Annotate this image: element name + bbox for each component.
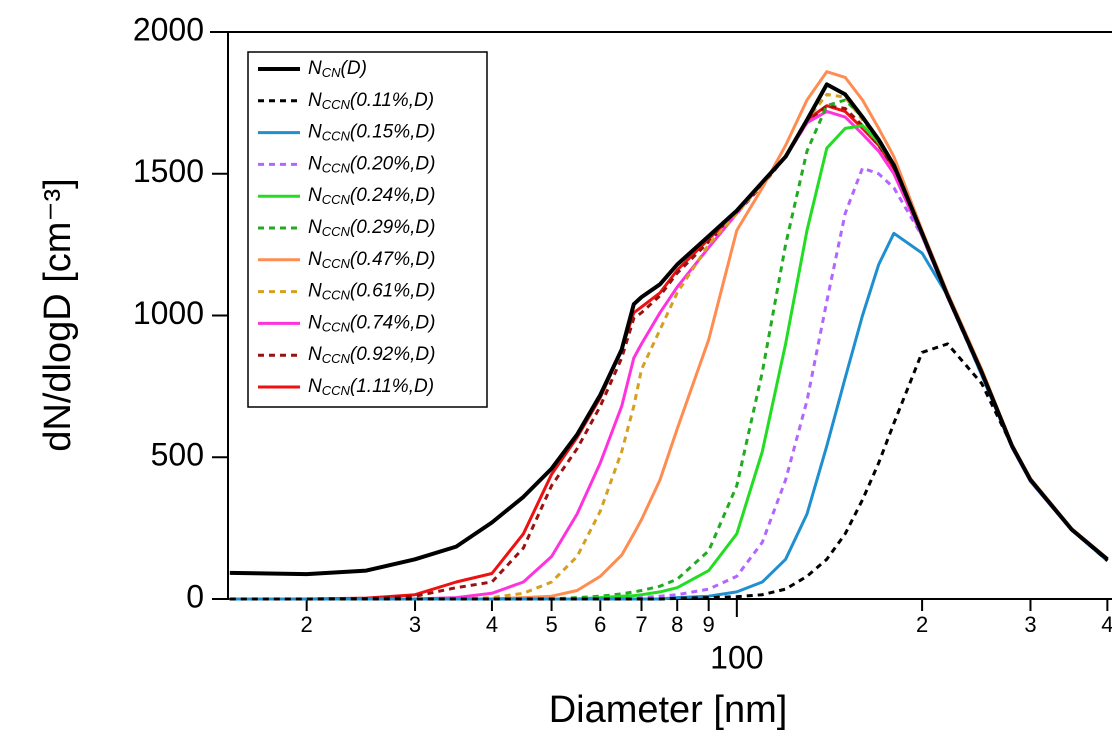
x-tick-label: 8 — [671, 612, 683, 637]
legend-label: NCCN(0.61%,D) — [308, 281, 435, 303]
legend-label: NCCN(0.29%,D) — [308, 217, 435, 239]
x-tick-label: 2 — [916, 612, 928, 637]
y-tick-label: 2000 — [133, 11, 204, 47]
legend-label: NCCN(0.15%,D) — [308, 122, 435, 144]
legend-label: NCCN(0.20%,D) — [308, 153, 435, 175]
legend-label: NCCN(0.11%,D) — [308, 90, 434, 112]
x-tick-label: 6 — [594, 612, 606, 637]
x-tick-label: 100 — [710, 639, 763, 675]
y-tick-label: 1500 — [133, 153, 204, 189]
x-axis-label: Diameter [nm] — [549, 689, 788, 731]
y-axis-label: dN/dlogD [cm⁻³] — [37, 178, 79, 451]
x-tick-label: 4 — [1101, 612, 1112, 637]
x-tick-label: 4 — [486, 612, 498, 637]
y-tick-label: 0 — [186, 578, 204, 614]
x-tick-label: 5 — [545, 612, 557, 637]
legend-label: NCCN(0.92%,D) — [308, 344, 435, 366]
legend-label: NCCN(0.47%,D) — [308, 249, 435, 271]
series-line — [229, 82, 1109, 577]
y-tick-label: 500 — [151, 437, 204, 473]
legend-box — [247, 51, 488, 408]
y-tick-label: 1000 — [133, 295, 204, 331]
x-tick-label: 3 — [409, 612, 421, 637]
x-tick-label: 7 — [635, 612, 647, 637]
x-tick-label: 3 — [1024, 612, 1036, 637]
legend-label: NCCN(1.11%,D) — [308, 376, 434, 398]
x-tick-label: 2 — [301, 612, 313, 637]
legend-label: NCCN(0.74%,D) — [308, 312, 435, 334]
legend-label: NCN(D) — [308, 58, 367, 80]
x-tick-label: 9 — [703, 612, 715, 637]
series-line — [229, 342, 1109, 601]
legend-label: NCCN(0.24%,D) — [308, 185, 435, 207]
